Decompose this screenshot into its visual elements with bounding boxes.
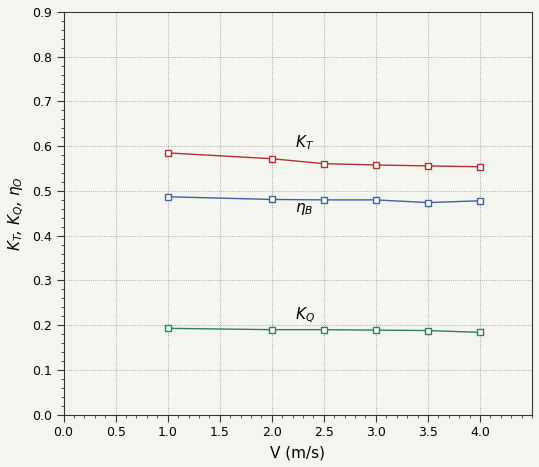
Y-axis label: $K_T$, $K_Q$, $\eta_O$: $K_T$, $K_Q$, $\eta_O$: [7, 176, 26, 251]
Text: $\eta_B$: $\eta_B$: [295, 201, 313, 218]
X-axis label: V (m/s): V (m/s): [271, 445, 326, 460]
Text: $K_T$: $K_T$: [295, 134, 314, 152]
Text: $K_Q$: $K_Q$: [295, 306, 315, 325]
